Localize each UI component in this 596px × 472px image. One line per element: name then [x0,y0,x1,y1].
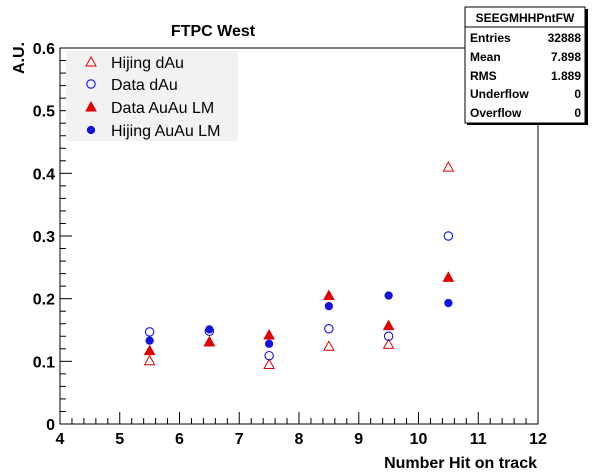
point-hijing-dau [382,338,395,349]
point-hijing-auau-lm [264,339,274,348]
point-hijing-dau [143,354,156,366]
legend-marker-hijing-auau-lm [86,125,96,135]
y-tick-label: 0.5 [33,104,55,121]
point-hijing-dau [263,358,275,369]
x-tick-label: 4 [56,431,65,448]
stats-label-overflow: Overflow [470,106,522,120]
legend-label-hijing-dau: Hijing dAu [111,55,184,72]
point-hijing-auau-lm [205,325,214,334]
x-tick-label: 12 [529,431,547,448]
stats-label-entries: Entries [470,31,511,45]
point-hijing-dau [323,340,335,351]
point-hijing-dau [442,161,455,172]
point-data-auau-lm [442,271,455,282]
stats-value-mean: 7.898 [551,50,581,64]
tick-labels: 4 5 6 7 8 9 10 11 12 0 0.1 0.2 0.3 0.4 0.5 0.6 [33,41,547,448]
axis-ticks [59,47,539,425]
point-data-dau [443,231,454,241]
point-data-auau-lm [263,328,275,340]
y-axis-label: A.U. [11,42,28,74]
data-points [143,161,455,369]
point-data-dau [324,323,334,334]
point-hijing-auau-lm [384,291,393,300]
point-data-dau [144,327,155,337]
x-tick-label: 11 [470,431,487,448]
point-data-auau-lm [382,319,395,331]
y-tick-label: 0.6 [33,41,55,58]
y-tick-label: 0.3 [33,229,55,246]
x-tick-label: 10 [410,431,428,448]
legend-marker-data-auau-lm [85,100,97,112]
point-data-auau-lm [203,335,216,347]
x-tick-label: 7 [235,431,244,448]
point-data-dau [264,350,274,361]
stats-value-rms: 1.889 [551,69,581,83]
point-hijing-auau-lm [145,336,154,345]
stats-label-underflow: Underflow [470,87,529,101]
point-data-auau-lm [143,344,156,356]
legend: Hijing dAu Data dAu Data AuAu LM Hijing … [66,51,238,141]
legend-label-data-auau-lm: Data AuAu LM [111,100,214,117]
x-axis-label: Number Hit on track [384,455,537,472]
stats-value-entries: 32888 [548,31,582,45]
stats-value-overflow: 0 [574,106,581,120]
stats-label-rms: RMS [470,69,497,83]
legend-marker-data-dau [86,79,96,89]
y-tick-label: 0.4 [33,166,55,183]
chart-title: FTPC West [171,23,256,40]
y-tick-label: 0.1 [33,354,55,371]
legend-label-hijing-auau-lm: Hijing AuAu LM [111,123,220,140]
y-tick-label: 0 [46,417,55,434]
point-data-dau [383,331,394,342]
x-tick-label: 8 [295,431,304,448]
stats-label-mean: Mean [470,50,501,64]
y-tick-label: 0.2 [33,292,55,309]
legend-markers [85,55,97,135]
stats-box: SEEGMHHPntFW Entries 32888 Mean 7.898 RM… [464,6,588,125]
legend-marker-hijing-dau [85,55,97,67]
point-hijing-auau-lm [324,302,334,311]
stats-box-title: SEEGMHHPntFW [476,11,575,25]
legend-label-data-dau: Data dAu [111,77,178,94]
x-tick-label: 9 [354,431,363,448]
stats-box-frame [464,6,586,124]
stats-value-underflow: 0 [574,87,581,101]
x-tick-label: 5 [115,431,124,448]
point-hijing-auau-lm [444,298,453,308]
point-data-auau-lm [323,289,335,301]
x-tick-label: 6 [175,431,184,448]
